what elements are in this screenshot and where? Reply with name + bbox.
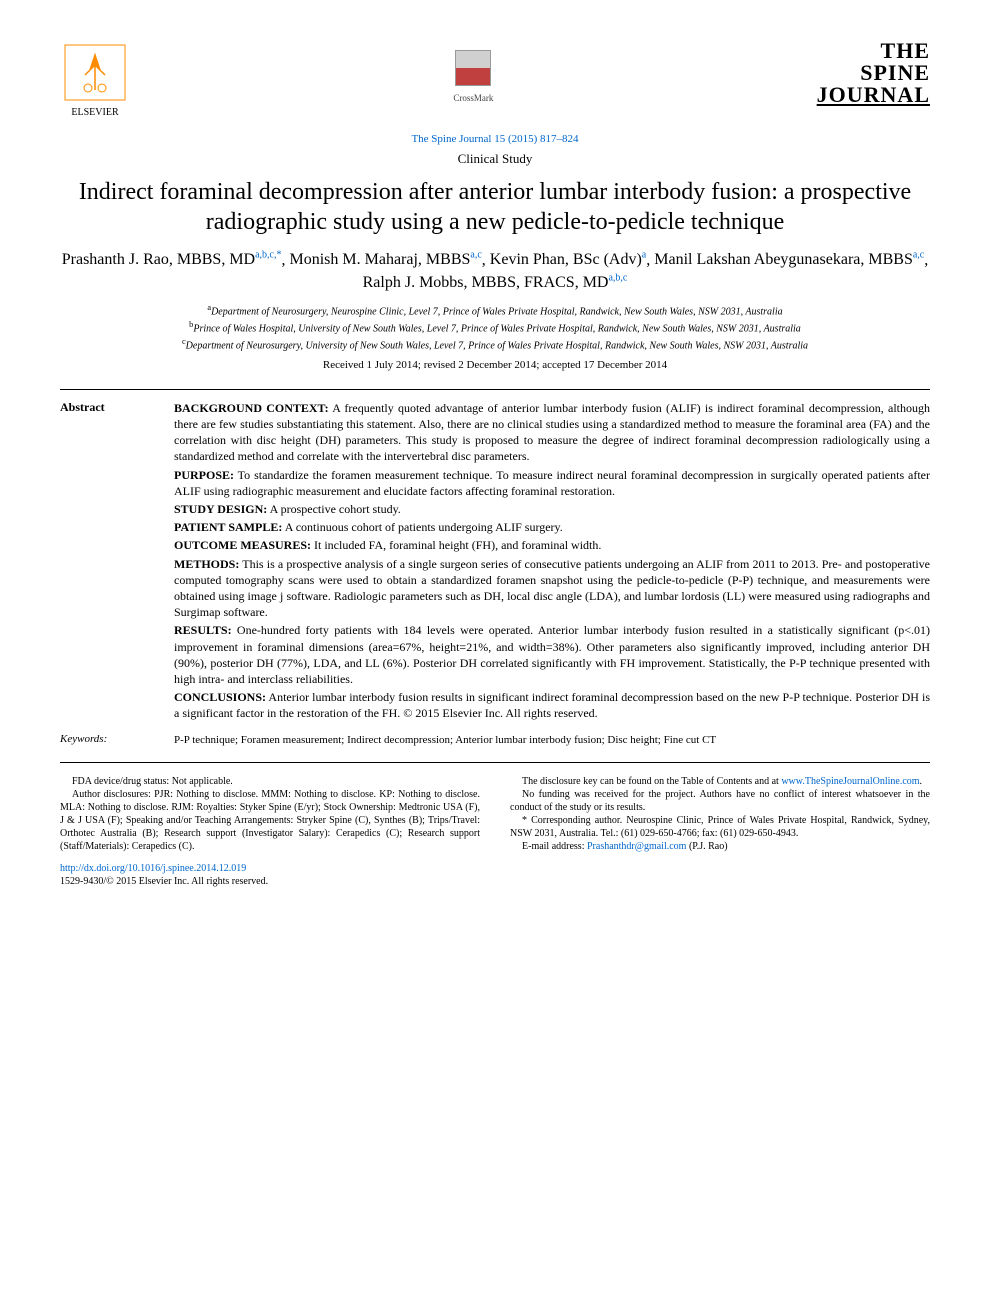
journal-reference[interactable]: The Spine Journal 15 (2015) 817–824 xyxy=(60,133,930,145)
footer-link[interactable]: www.TheSpineJournalOnline.com xyxy=(781,776,919,787)
footer-note: FDA device/drug status: Not applicable. xyxy=(60,775,480,788)
journal-logo-line: JOURNAL xyxy=(817,84,930,106)
author: Manil Lakshan Abeygunasekara, MBBSa,c xyxy=(654,251,924,268)
article-type: Clinical Study xyxy=(60,151,930,167)
divider xyxy=(60,389,930,390)
issn-copyright: 1529-9430/© 2015 Elsevier Inc. All right… xyxy=(60,876,930,887)
doi-link[interactable]: http://dx.doi.org/10.1016/j.spinee.2014.… xyxy=(60,863,930,874)
footer-left-column: FDA device/drug status: Not applicable.A… xyxy=(60,775,480,853)
abstract-section: PATIENT SAMPLE: A continuous cohort of p… xyxy=(174,519,930,535)
footer-note: E-mail address: Prashanthdr@gmail.com (P… xyxy=(510,840,930,853)
keywords-label: Keywords: xyxy=(60,733,150,748)
abstract-section: RESULTS: One-hundred forty patients with… xyxy=(174,622,930,687)
abstract-section: BACKGROUND CONTEXT: A frequently quoted … xyxy=(174,400,930,465)
abstract-block: Abstract BACKGROUND CONTEXT: A frequentl… xyxy=(60,400,930,724)
journal-logo: THE SPINE JOURNAL xyxy=(817,40,930,106)
crossmark-label: CrossMark xyxy=(453,93,493,103)
footer-note: Author disclosures: PJR: Nothing to disc… xyxy=(60,788,480,853)
header-row: ELSEVIER CrossMark THE SPINE JOURNAL xyxy=(60,40,930,125)
keywords-text: P-P technique; Foramen measurement; Indi… xyxy=(174,733,930,748)
abstract-section: OUTCOME MEASURES: It included FA, forami… xyxy=(174,537,930,553)
footer-columns: FDA device/drug status: Not applicable.A… xyxy=(60,775,930,853)
journal-logo-line: SPINE xyxy=(817,62,930,84)
footer-link[interactable]: Prashanthdr@gmail.com xyxy=(587,841,686,852)
keywords-block: Keywords: P-P technique; Foramen measure… xyxy=(60,733,930,748)
svg-text:ELSEVIER: ELSEVIER xyxy=(71,107,119,118)
abstract-section: CONCLUSIONS: Anterior lumbar interbody f… xyxy=(174,689,930,721)
article-title: Indirect foraminal decompression after a… xyxy=(60,177,930,237)
crossmark-block[interactable]: CrossMark xyxy=(453,50,493,103)
divider xyxy=(60,762,930,763)
affiliation: aDepartment of Neurosurgery, Neurospine … xyxy=(60,302,930,319)
affiliations-list: aDepartment of Neurosurgery, Neurospine … xyxy=(60,302,930,352)
elsevier-logo-icon: ELSEVIER xyxy=(60,40,130,120)
abstract-section: METHODS: This is a prospective analysis … xyxy=(174,556,930,621)
publisher-block: ELSEVIER xyxy=(60,40,130,125)
abstract-label: Abstract xyxy=(60,400,150,724)
footer-note: * Corresponding author. Neurospine Clini… xyxy=(510,814,930,840)
footer-note: No funding was received for the project.… xyxy=(510,788,930,814)
abstract-body: BACKGROUND CONTEXT: A frequently quoted … xyxy=(174,400,930,724)
author: Ralph J. Mobbs, MBBS, FRACS, MDa,b,c xyxy=(363,274,628,291)
abstract-section: PURPOSE: To standardize the foramen meas… xyxy=(174,467,930,499)
journal-logo-line: THE xyxy=(817,40,930,62)
authors-list: Prashanth J. Rao, MBBS, MDa,b,c,*, Monis… xyxy=(60,249,930,294)
article-dates: Received 1 July 2014; revised 2 December… xyxy=(60,359,930,371)
author: Kevin Phan, BSc (Adv)a xyxy=(490,251,646,268)
footer-note: The disclosure key can be found on the T… xyxy=(510,775,930,788)
affiliation: bPrince of Wales Hospital, University of… xyxy=(60,319,930,336)
abstract-section: STUDY DESIGN: A prospective cohort study… xyxy=(174,501,930,517)
author: Prashanth J. Rao, MBBS, MDa,b,c,* xyxy=(62,251,282,268)
footer-right-column: The disclosure key can be found on the T… xyxy=(510,775,930,853)
author: Monish M. Maharaj, MBBSa,c xyxy=(290,251,482,268)
crossmark-icon xyxy=(455,50,491,86)
affiliation: cDepartment of Neurosurgery, University … xyxy=(60,336,930,353)
